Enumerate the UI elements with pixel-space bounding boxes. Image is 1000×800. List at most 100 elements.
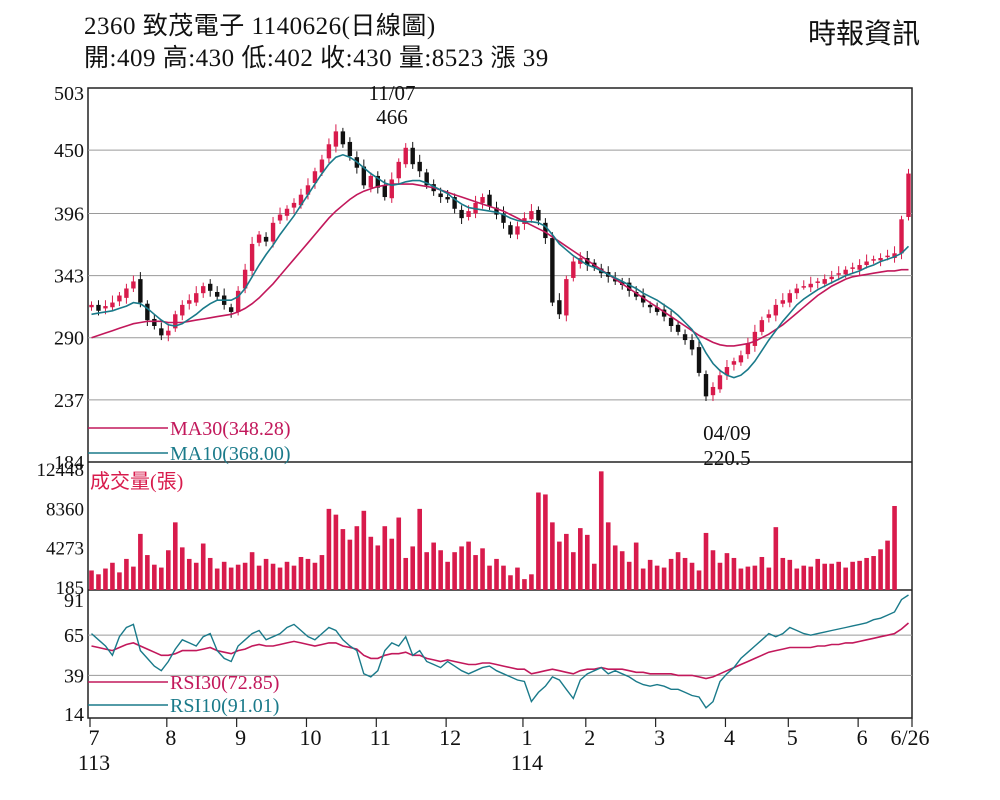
candle-body [270,222,276,242]
candle-body [654,307,660,312]
volume-bar [333,514,339,590]
volume-bar [543,494,548,590]
candle-body [773,304,779,316]
candle-body [333,131,339,147]
x-month-label: 12 [439,725,461,750]
candle-body [326,144,332,159]
candle-body [145,303,150,321]
price-tick-label: 396 [54,203,84,225]
volume-bar [263,558,269,590]
volume-bar [878,549,883,590]
volume-bar [598,471,604,590]
volume-bar [850,561,855,590]
volume-bar [249,552,255,590]
candle-body [235,290,241,312]
volume-bar [473,555,478,590]
candle-body [815,281,820,283]
price-stats: 開:409 高:430 低:402 收:430 量:8523 漲 39 [84,38,549,74]
rsi-tick-label: 65 [64,625,84,647]
volume-bar [794,568,800,590]
volume-bar [668,558,674,590]
volume-bar [312,562,318,590]
volume-bar [89,570,94,590]
volume-bar [626,561,632,590]
price-tick-label: 503 [54,83,84,105]
volume-bar [368,536,374,590]
high-date-label: 11/07 [368,81,415,105]
volume-bar [103,568,108,590]
data-source: 時報資訊 [807,19,920,50]
candle-body [515,226,520,235]
volume-bar [682,557,688,590]
volume-bar [501,565,506,590]
stat-volume-label: 量: [398,45,432,72]
stat-open: 409 [116,45,156,72]
volume-bar [424,552,429,590]
candle-body [717,375,723,390]
candle-body [466,211,471,217]
volume-bar [124,558,129,590]
candle-body [263,236,269,242]
candle-body [710,386,716,396]
x-month-label: 4 [724,725,735,750]
candle-body [613,279,618,282]
candle-body [724,367,730,376]
stat-high-label: 高: [162,45,196,72]
candle-body [585,258,590,266]
volume-bar [710,550,716,590]
candle-body [110,302,115,308]
rsi-tick-label: 14 [64,704,84,726]
volume-bar [515,567,520,590]
ma10-legend-label: MA10(368.00) [170,443,291,465]
x-month-label: 5 [787,725,798,750]
candle-body [187,300,192,304]
candle-body [892,253,897,258]
candle-body [550,238,555,303]
volume-bar [354,526,360,590]
volume-bar [808,566,814,590]
volume-bar [319,555,325,590]
volume-bar [857,560,862,590]
volume-bar [738,568,744,590]
ma30-line [91,183,909,347]
candle-body [284,208,290,216]
candle-body [494,207,499,215]
rsi10-legend-label: RSI10(91.01) [170,695,279,717]
candle-body [291,202,297,208]
ma10-line [91,153,910,379]
candle-body [417,161,422,172]
candle-body [375,175,380,188]
candle-body [298,194,304,206]
volume-bar [591,563,597,590]
volume-bar [256,565,262,590]
volume-bar [717,562,723,590]
candle-body [389,179,394,199]
x-month-label: 6 [857,725,868,750]
candle-body [696,347,702,373]
candle-body [794,288,799,294]
volume-bar [417,508,422,590]
volume-bar [459,546,464,590]
volume-bar [550,522,555,590]
volume-bar [822,563,828,590]
candle-body [403,147,408,165]
candle-body [340,131,346,145]
candle-body [564,279,569,316]
volume-bar [829,563,834,590]
volume-bar [326,508,332,590]
price-tick-label: 450 [54,140,84,162]
stat-open-label: 開: [84,45,117,72]
price-tick-label: 343 [54,266,84,288]
candle-body [626,282,632,291]
x-month-label: 3 [654,725,665,750]
volume-bar [647,559,653,590]
stat-low-label: 低: [241,45,275,72]
candle-body [689,340,695,350]
volume-bar [159,567,164,590]
candle-body [836,273,841,275]
candle-body [780,300,786,304]
volume-panel-title: 成交量(張) [90,470,183,493]
x-month-label: 2 [584,725,595,750]
volume-bar [633,542,639,590]
volume-bar [780,557,786,590]
